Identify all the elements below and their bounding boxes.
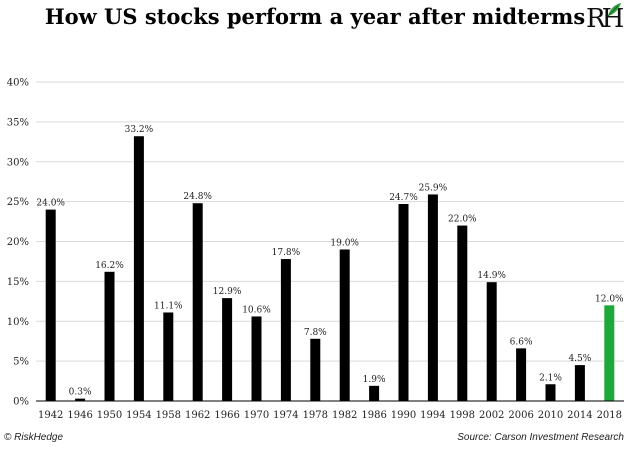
y-axis-ticks: 0% 5% 10% 15% 20% 25% 30% 35% 40% <box>7 78 29 408</box>
bar-1982 <box>339 249 350 401</box>
x-tick-label-1950: 1950 <box>97 410 122 421</box>
bar-1946 <box>75 398 86 401</box>
x-tick-label-1962: 1962 <box>185 410 210 421</box>
x-tick-label-1942: 1942 <box>38 410 63 421</box>
y-tick-label: 35% <box>7 117 29 128</box>
bar-1954 <box>133 136 144 402</box>
data-label-2018: 12.0% <box>595 294 624 304</box>
y-tick-label: 0% <box>13 397 29 408</box>
data-label-1942: 24.0% <box>36 199 65 209</box>
leaf-icon <box>607 3 621 17</box>
x-tick-label-1982: 1982 <box>332 410 357 421</box>
data-label-1978: 7.8% <box>304 328 327 338</box>
data-label-1958: 11.1% <box>154 301 183 311</box>
bar-1974 <box>280 259 291 401</box>
y-tick-label: 5% <box>13 357 29 368</box>
bar-2002 <box>486 282 497 401</box>
data-label-1962: 24.8% <box>183 192 212 202</box>
y-tick-label: 10% <box>7 317 29 328</box>
x-tick-label-2018: 2018 <box>597 410 622 421</box>
bar-2006 <box>516 348 527 401</box>
y-tick-label: 30% <box>7 157 29 168</box>
data-label-2002: 14.9% <box>477 271 506 281</box>
bar-1978 <box>310 338 321 401</box>
data-label-2010: 2.1% <box>539 373 562 383</box>
bar-1966 <box>222 298 233 401</box>
data-label-2006: 6.6% <box>510 337 533 347</box>
y-tick-label: 20% <box>7 237 29 248</box>
data-label-1966: 12.9% <box>213 287 242 297</box>
data-label-1954: 33.2% <box>125 125 154 135</box>
x-tick-label-1946: 1946 <box>67 410 92 421</box>
bar-1986 <box>369 385 380 401</box>
bar-1942 <box>45 209 56 401</box>
x-tick-label-2014: 2014 <box>567 410 592 421</box>
data-label-1990: 24.7% <box>389 193 418 203</box>
y-tick-label: 40% <box>7 78 29 89</box>
data-label-2014: 4.5% <box>568 354 591 364</box>
y-tick-label: 25% <box>7 197 29 208</box>
source-text: Source: Carson Investment Research <box>457 432 624 443</box>
x-tick-label-2006: 2006 <box>508 410 533 421</box>
x-tick-label-1970: 1970 <box>244 410 269 421</box>
copyright-text: © RiskHedge <box>4 432 64 443</box>
data-label-1970: 10.6% <box>242 305 271 315</box>
data-label-1946: 0.3% <box>69 388 92 398</box>
data-label-1998: 22.0% <box>448 215 477 225</box>
x-tick-label-1954: 1954 <box>126 410 151 421</box>
bar-1962 <box>192 203 203 401</box>
bar-1998 <box>457 225 468 401</box>
bar-1990 <box>398 204 409 401</box>
x-tick-label-1994: 1994 <box>420 410 445 421</box>
x-tick-label-1986: 1986 <box>361 410 386 421</box>
x-tick-label-2002: 2002 <box>479 410 504 421</box>
data-labels: 24.0% 0.3% 16.2% 33.2% 11.1% 24.8% 12.9%10.6% 1… <box>36 125 624 397</box>
x-tick-label-2010: 2010 <box>538 410 563 421</box>
x-tick-label-1966: 1966 <box>214 410 239 421</box>
bar-2018 <box>604 305 615 401</box>
bars <box>45 136 615 402</box>
data-label-1986: 1.9% <box>363 375 386 385</box>
bar-1950 <box>104 271 115 401</box>
gridlines <box>36 81 624 362</box>
riskhedge-logo: RH <box>586 3 624 34</box>
x-axis-ticks: 1942 1946 1950 1954 1958 1962 1966 1970 1974 1978… <box>38 410 622 421</box>
data-label-1950: 16.2% <box>95 261 124 271</box>
x-tick-label-1958: 1958 <box>156 410 181 421</box>
data-label-1982: 19.0% <box>330 238 359 248</box>
bar-2010 <box>545 384 556 401</box>
bar-2014 <box>574 365 585 401</box>
x-tick-label-1990: 1990 <box>391 410 416 421</box>
x-tick-label-1978: 1978 <box>303 410 328 421</box>
bar-1994 <box>427 194 438 401</box>
chart-title: How US stocks perform a year after midte… <box>44 4 586 29</box>
bar-1970 <box>251 316 262 401</box>
y-tick-label: 15% <box>7 277 29 288</box>
data-label-1974: 17.8% <box>272 248 301 258</box>
bar-chart: 0% 5% 10% 15% 20% 25% 30% 35% 40% 24.0% 0.3% 16.2%… <box>7 78 624 422</box>
bar-1958 <box>163 312 174 401</box>
data-label-1994: 25.9% <box>419 183 448 193</box>
x-tick-label-1974: 1974 <box>273 410 298 421</box>
x-tick-label-1998: 1998 <box>450 410 475 421</box>
